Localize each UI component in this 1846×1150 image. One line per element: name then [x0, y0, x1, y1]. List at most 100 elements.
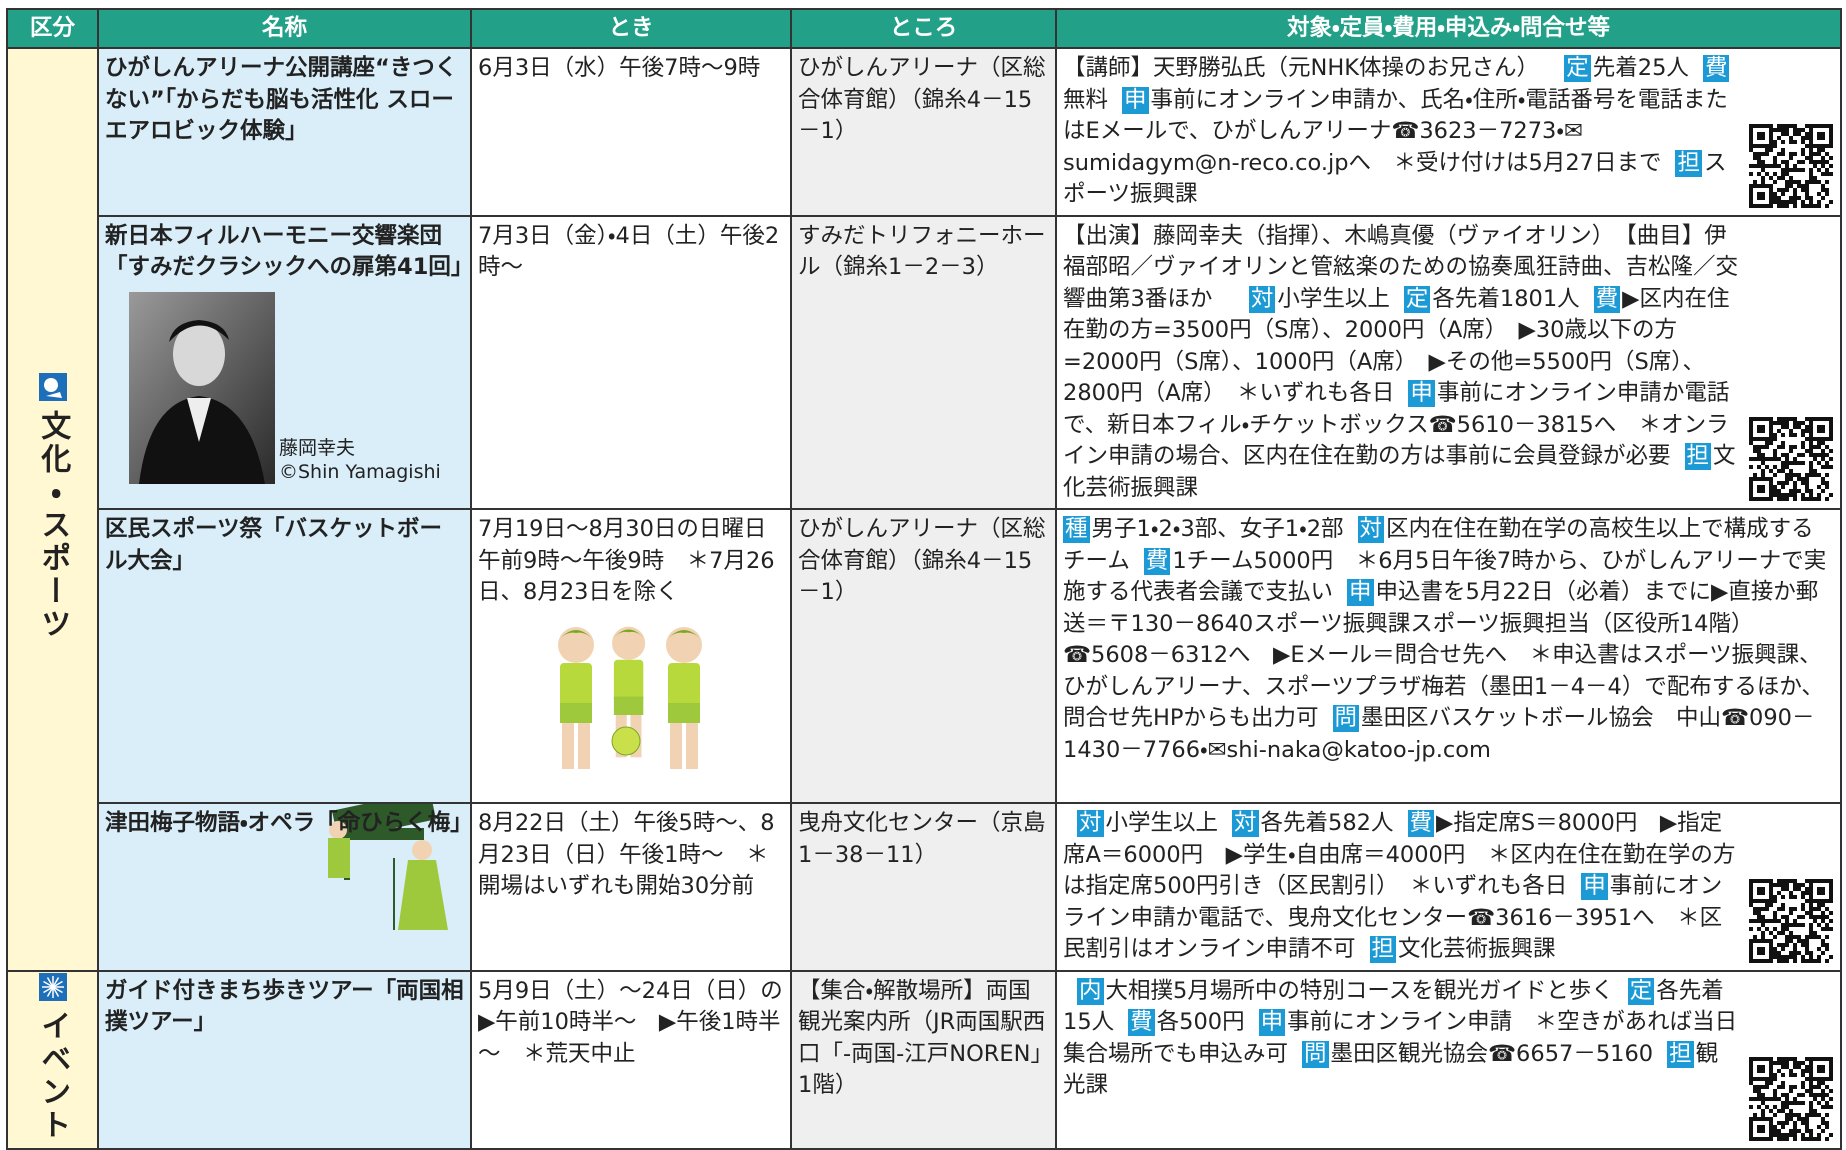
detail-text: 【出演】藤岡幸夫（指揮）、木嶋真優（ヴァイオリン） 【曲目】伊福部昭／ヴァイオリ…	[1063, 222, 1739, 312]
details-cell: 種男子1・2・3部、女子1・2部対区内在住在勤在学の高校生以上で構成するチーム費…	[1055, 508, 1842, 804]
column-header: とき	[470, 8, 792, 49]
table-body: 文化・スポーツ ひがしんアリーナ公開講座“きつくない”「からだも脳も活性化 スロー…	[6, 47, 1842, 1150]
detail-text: 文化芸術振興課	[1398, 936, 1556, 962]
details-text: 種男子1・2・3部、女子1・2部対区内在住在勤在学の高校生以上で構成するチーム費…	[1063, 514, 1834, 766]
event-when: 7月3日（金）・4日（土）午後2時～	[478, 222, 780, 281]
detail-badge: 問	[1302, 1040, 1329, 1068]
page: イベント一覧 {"header": {"columns": ["区分", "名称…	[6, 8, 1842, 1150]
detail-badge: 担	[1369, 936, 1397, 963]
when-cell: 6月3日（水）午後7時～9時	[470, 47, 792, 217]
details-text: 内大相撲5月場所中の特別コースを観光ガイドと歩く定各先着15人費各500円申事前…	[1063, 976, 1834, 1102]
where-cell: ひがしんアリーナ（区総合体育館）（錦糸4－15－1）	[790, 47, 1057, 217]
when-cell: 7月19日～8月30日の日曜日午前9時～午後9時 ＊7月26日、8月23日を除く	[470, 508, 792, 804]
detail-segment: 担文化芸術振興課	[1063, 443, 1736, 501]
detail-badge: 費	[1128, 1009, 1155, 1036]
detail-segment: 対区内在住在勤在学の高校生以上で構成するチーム	[1063, 516, 1814, 574]
opera-illustration	[328, 804, 448, 930]
category-cell: 文化・スポーツ	[6, 47, 99, 972]
detail-segment: 種男子1・2・3部、女子1・2部	[1063, 516, 1344, 543]
detail-segment: 費各500円	[1114, 1009, 1245, 1036]
detail-badge: 費	[1143, 547, 1171, 575]
detail-badge: 申	[1408, 380, 1435, 407]
details-cell: 対小学生以上対各先着582人費 ▶指定席S＝8000円 ▶指定席A＝6000円 ▶…	[1055, 802, 1842, 972]
photo-credit: ©Shin Yamagishi	[279, 460, 441, 483]
details-cell: 【出演】藤岡幸夫（指揮）、木嶋真優（ヴァイオリン） 【曲目】伊福部昭／ヴァイオリ…	[1055, 214, 1842, 510]
detail-badge: 費	[1593, 285, 1621, 313]
detail-segment: 問墨田区バスケットボール協会 中山☎090－1430－7766・✉shi-nak…	[1063, 705, 1815, 763]
detail-segment: 内大相撲5月場所中の特別コースを観光ガイドと歩く	[1063, 977, 1614, 1005]
event-name: 新日本フィルハーモニー交響楽団「すみだクラシックへの扉第41回」	[105, 222, 471, 281]
detail-text: 墨田区バスケットボール協会 中山☎090－1430－7766・✉shi-naka…	[1063, 705, 1815, 763]
details-text: 対小学生以上対各先着582人費 ▶指定席S＝8000円 ▶指定席A＝6000円 ▶…	[1063, 808, 1834, 966]
column-header: 対象・定員・費用・申込み・問合せ等	[1055, 8, 1842, 49]
page-body: 区分 名称 とき ところ 対象・定員・費用・申込み・問合せ等 文化・スポーツ ひがしんアリ…	[6, 8, 1842, 1150]
when-cell: 5月9日（土）～24日（日）の▶午前10時半～ ▶午後1時半～ ＊荒天中止	[470, 969, 792, 1150]
event-when: 5月9日（土）～24日（日）の▶午前10時半～ ▶午後1時半～ ＊荒天中止	[478, 977, 783, 1067]
detail-badge: 対	[1232, 810, 1259, 837]
event-table: 区分 名称 とき ところ 対象・定員・費用・申込み・問合せ等 文化・スポーツ ひがしんアリ…	[6, 8, 1842, 1150]
header-row: 区分 名称 とき ところ 対象・定員・費用・申込み・問合せ等	[6, 8, 1842, 49]
detail-badge: 費	[1407, 810, 1435, 837]
detail-segment: 申事前にオンライン申請か電話で、曳舟文化センター☎3616－3951へ ＊区民割…	[1063, 873, 1722, 962]
detail-text: 【講師】天野勝弘氏（元NHK体操のお兄さん）	[1063, 55, 1528, 81]
event-name-cell: 新日本フィルハーモニー交響楽団「すみだクラシックへの扉第41回」藤岡幸夫 ©Shi…	[97, 214, 472, 510]
where-cell: 【集合・解散場所】両国観光案内所（JR両国駅西口「-両国-江戸NOREN」1階）	[790, 969, 1057, 1150]
detail-text: 墨田区観光協会☎6657－5160	[1330, 1040, 1654, 1067]
qr-code	[1748, 416, 1834, 502]
detail-badge: 対	[1077, 810, 1104, 837]
detail-text: 大相撲5月場所中の特別コースを観光ガイドと歩く	[1105, 977, 1614, 1004]
detail-badge: 申	[1258, 1009, 1286, 1036]
photo-block: 藤岡幸夫 ©Shin Yamagishi	[129, 291, 464, 484]
detail-segment: 担文化芸術振興課	[1356, 936, 1556, 963]
detail-segment: 申申込書を5月22日（必着）までに▶直接か郵送＝〒130－8640スポーツ振興課…	[1063, 579, 1824, 731]
event-row: 津田梅子物語・オペラ「命ひらく梅」 8月22日（土）午後5時～、8月23日（日）午…	[7, 802, 1842, 972]
table-header: 区分 名称 とき ところ 対象・定員・費用・申込み・問合せ等	[6, 8, 1842, 49]
detail-segment: 担観光課	[1063, 1040, 1718, 1098]
detail-badge: 担	[1684, 443, 1712, 470]
detail-text: スポーツ振興課	[1063, 149, 1727, 208]
detail-text: 申込書を5月22日（必着）までに▶直接か郵送＝〒130－8640スポーツ振興課ス…	[1063, 579, 1824, 731]
details-cell: 内大相撲5月場所中の特別コースを観光ガイドと歩く定各先着15人費各500円申事前…	[1055, 969, 1842, 1150]
detail-segment: 定先着25人	[1550, 55, 1689, 82]
event-row: 新日本フィルハーモニー交響楽団「すみだクラシックへの扉第41回」藤岡幸夫 ©Shi…	[7, 214, 1842, 510]
detail-text: 各先着1801人	[1432, 285, 1580, 312]
detail-text: 1チーム5000円 ＊6月5日午後7時から、ひがしんアリーナで実施する代表者会議…	[1063, 547, 1827, 606]
event-where: 曳舟文化センター（京島1－38－11）	[798, 810, 1046, 868]
detail-segment: 費 1チーム5000円 ＊6月5日午後7時から、ひがしんアリーナで実施する代表者会…	[1063, 547, 1827, 606]
detail-text: 各先着582人	[1260, 810, 1394, 836]
detail-segment: 対小学生以上	[1235, 285, 1390, 313]
where-cell: 曳舟文化センター（京島1－38－11）	[790, 802, 1057, 972]
detail-segment: 費 ▶区内在住在勤の方=3500円（S席）、2000円（A席） ▶30歳以下の方=…	[1063, 285, 1729, 406]
event-name: 区民スポーツ祭「バスケットボール大会」	[105, 516, 443, 574]
photo-name: 藤岡幸夫	[279, 436, 356, 459]
detail-segment: 定各先着1801人	[1390, 285, 1580, 313]
detail-text: 区内在住在勤在学の高校生以上で構成するチーム	[1063, 516, 1814, 574]
detail-badge: 費	[1702, 55, 1730, 82]
detail-text: 無料	[1063, 86, 1109, 113]
conductor-photo	[129, 291, 275, 484]
basketball-illustration	[558, 626, 702, 769]
where-cell: ひがしんアリーナ（区総合体育館）（錦糸4－15－1）	[790, 508, 1057, 804]
detail-segment: 問墨田区観光協会☎6657－5160	[1288, 1040, 1654, 1068]
category-label: 文化・スポーツ	[35, 409, 71, 641]
detail-badge: 定	[1627, 977, 1655, 1005]
detail-text: 男子1・2・3部、女子1・2部	[1091, 516, 1344, 542]
detail-badge: 問	[1332, 705, 1360, 732]
detail-segment: 費 ▶指定席S＝8000円 ▶指定席A＝6000円 ▶学生・自由席＝4000円 ＊…	[1063, 810, 1735, 899]
detail-segment: 対小学生以上	[1063, 810, 1219, 837]
category-label: イベント	[35, 1009, 71, 1142]
detail-text: ▶指定席S＝8000円 ▶指定席A＝6000円 ▶学生・自由席＝4000円 ＊区…	[1063, 810, 1736, 899]
detail-badge: 申	[1581, 873, 1608, 900]
event-where: すみだトリフォニーホール（錦糸1－2－3）	[798, 222, 1046, 281]
detail-segment: 【講師】天野勝弘氏（元NHK体操のお兄さん）	[1063, 55, 1528, 81]
event-where: 【集合・解散場所】両国観光案内所（JR両国駅西口「-両国-江戸NOREN」1階）	[798, 977, 1046, 1099]
detail-text: 小学生以上	[1277, 285, 1390, 312]
detail-segment: 費無料	[1063, 55, 1731, 113]
when-cell: 8月22日（土）午後5時～、8月23日（日）午後1時～ ＊開場はいずれも開始30…	[470, 802, 792, 972]
detail-segment: 定各先着15人	[1063, 977, 1724, 1035]
detail-badge: 担	[1675, 149, 1702, 177]
detail-text: 事前にオンライン申請 ＊空きがあれば当日集合場所でも申込み可	[1063, 1009, 1738, 1067]
details-text: 【講師】天野勝弘氏（元NHK体操のお兄さん） 定先着25人 費無料申事前にオンライ…	[1063, 53, 1834, 211]
detail-text: 小学生以上	[1105, 810, 1219, 836]
detail-text: 先着25人	[1592, 55, 1689, 81]
